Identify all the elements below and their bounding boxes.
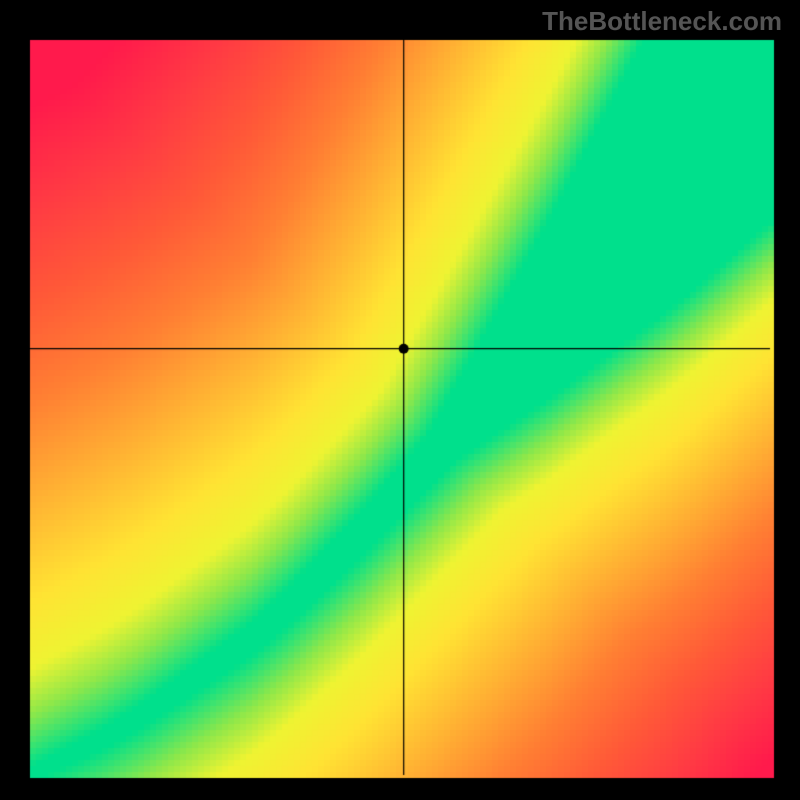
bottleneck-heatmap [0,0,800,800]
watermark-text: TheBottleneck.com [542,6,782,37]
